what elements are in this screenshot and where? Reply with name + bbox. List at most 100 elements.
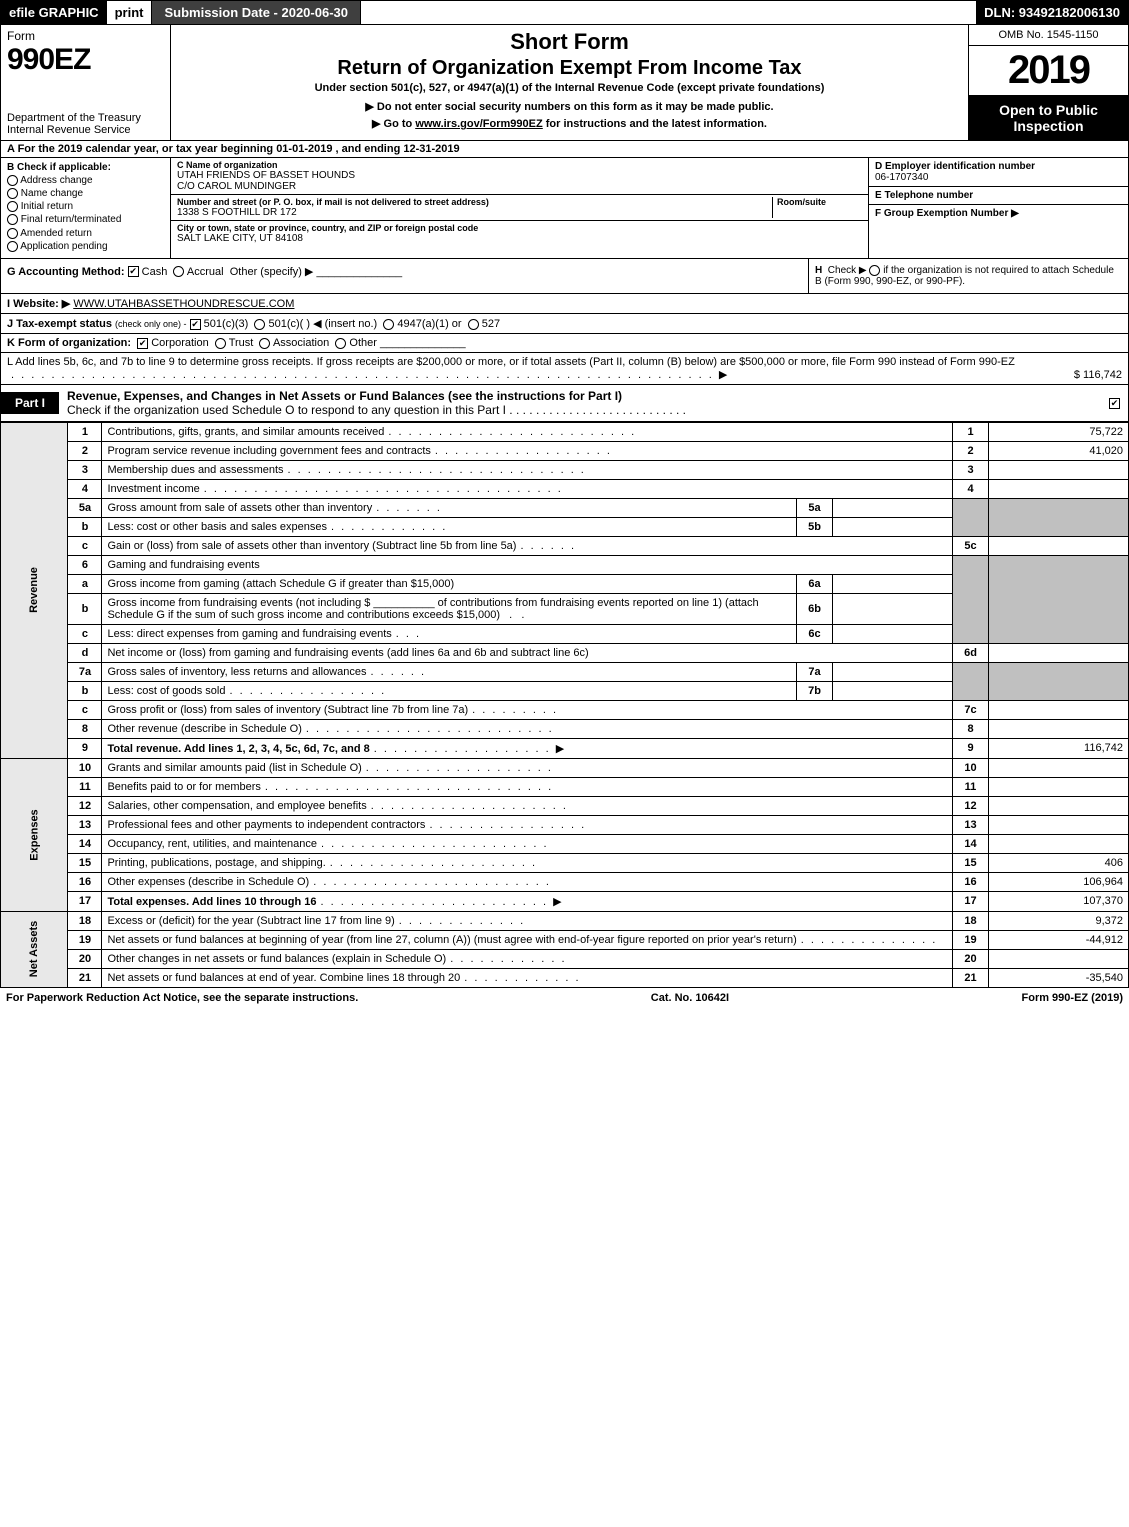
chk-final-return[interactable]: Final return/terminated <box>7 214 164 225</box>
line-9-amt: 116,742 <box>989 738 1129 758</box>
section-bcdef: B Check if applicable: Address change Na… <box>0 158 1129 259</box>
chk-other-org[interactable] <box>335 338 346 349</box>
line-21-amt: -35,540 <box>989 968 1129 987</box>
notice-ssn: ▶ Do not enter social security numbers o… <box>179 100 960 113</box>
line-19-desc: Net assets or fund balances at beginning… <box>107 934 796 946</box>
line-6a-no: a <box>68 574 102 593</box>
row-j-tax-exempt: J Tax-exempt status (check only one) - 5… <box>0 314 1129 334</box>
side-revenue: Revenue <box>1 422 68 758</box>
line-9-end: 9 <box>953 738 989 758</box>
part1-title: Revenue, Expenses, and Changes in Net As… <box>59 385 1101 421</box>
line-6b-sub: 6b <box>797 593 833 624</box>
line-13-end: 13 <box>953 815 989 834</box>
shaded-6abc <box>953 555 989 643</box>
line-6a-subval <box>833 574 953 593</box>
side-expenses: Expenses <box>1 758 68 911</box>
k-label: K Form of organization: <box>7 337 131 349</box>
line-4-desc: Investment income <box>107 483 199 495</box>
header-right: OMB No. 1545-1150 2019 Open to Public In… <box>968 25 1128 140</box>
line-10-no: 10 <box>68 758 102 777</box>
line-6-no: 6 <box>68 555 102 574</box>
print-button[interactable]: print <box>107 1 153 24</box>
line-16-amt: 106,964 <box>989 872 1129 891</box>
dept-treasury: Department of the Treasury <box>7 112 164 124</box>
col-b-checkboxes: B Check if applicable: Address change Na… <box>1 158 171 258</box>
line-17-end: 17 <box>953 891 989 911</box>
top-bar: efile GRAPHIC print Submission Date - 20… <box>0 0 1129 25</box>
line-19-end: 19 <box>953 930 989 949</box>
line-7a-sub: 7a <box>797 662 833 681</box>
k-other: Other <box>349 337 377 349</box>
j-501c: 501(c)( ) ◀ (insert no.) <box>268 318 377 330</box>
header-left: Form 990EZ Department of the Treasury In… <box>1 25 171 140</box>
chk-name-change[interactable]: Name change <box>7 188 164 199</box>
line-21-no: 21 <box>68 968 102 987</box>
omb-number: OMB No. 1545-1150 <box>969 25 1128 46</box>
form-header: Form 990EZ Department of the Treasury In… <box>0 25 1129 141</box>
line-21-desc: Net assets or fund balances at end of ye… <box>107 972 460 984</box>
line-19-no: 19 <box>68 930 102 949</box>
line-1-amt: 75,722 <box>989 422 1129 441</box>
line-14-desc: Occupancy, rent, utilities, and maintena… <box>107 838 317 850</box>
irs-link[interactable]: www.irs.gov/Form990EZ <box>415 118 542 130</box>
row-l-gross-receipts: L Add lines 5b, 6c, and 7b to line 9 to … <box>0 353 1129 385</box>
line-18-desc: Excess or (deficit) for the year (Subtra… <box>107 915 394 927</box>
line-7a-no: 7a <box>68 662 102 681</box>
line-6a-sub: 6a <box>797 574 833 593</box>
org-name-2: C/O CAROL MUNDINGER <box>177 181 862 192</box>
row-g-h: G Accounting Method: Cash Accrual Other … <box>0 259 1129 294</box>
line-5c-amt <box>989 536 1129 555</box>
street-address: 1338 S FOOTHILL DR 172 <box>177 207 772 218</box>
line-6d-amt <box>989 643 1129 662</box>
footer-left: For Paperwork Reduction Act Notice, see … <box>6 992 358 1004</box>
line-20-desc: Other changes in net assets or fund bala… <box>107 953 446 965</box>
line-8-desc: Other revenue (describe in Schedule O) <box>107 723 301 735</box>
footer-right: Form 990-EZ (2019) <box>1022 992 1123 1004</box>
line-15-desc: Printing, publications, postage, and shi… <box>107 857 325 869</box>
chk-527[interactable] <box>468 319 479 330</box>
chk-schedule-o-part1[interactable] <box>1109 398 1120 409</box>
col-def: D Employer identification number 06-1707… <box>868 158 1128 258</box>
part1-tab: Part I <box>1 392 59 414</box>
h-label: H <box>815 265 822 276</box>
website-link[interactable]: WWW.UTAHBASSETHOUNDRESCUE.COM <box>73 298 294 310</box>
line-6a-desc: Gross income from gaming (attach Schedul… <box>102 574 797 593</box>
line-20-no: 20 <box>68 949 102 968</box>
chk-association[interactable] <box>259 338 270 349</box>
shaded-6abc-amt <box>989 555 1129 643</box>
line-6-desc: Gaming and fundraising events <box>102 555 953 574</box>
line-12-amt <box>989 796 1129 815</box>
line-6b-no: b <box>68 593 102 624</box>
chk-address-change[interactable]: Address change <box>7 175 164 186</box>
chk-cash[interactable] <box>128 266 139 277</box>
chk-accrual[interactable] <box>173 266 184 277</box>
chk-initial-return[interactable]: Initial return <box>7 201 164 212</box>
g-label: G Accounting Method: <box>7 266 125 278</box>
line-6c-desc: Less: direct expenses from gaming and fu… <box>107 628 391 640</box>
line-7c-amt <box>989 700 1129 719</box>
line-15-no: 15 <box>68 853 102 872</box>
chk-4947a1[interactable] <box>383 319 394 330</box>
line-19-amt: -44,912 <box>989 930 1129 949</box>
chk-corporation[interactable] <box>137 338 148 349</box>
chk-trust[interactable] <box>215 338 226 349</box>
line-15-end: 15 <box>953 853 989 872</box>
line-9-desc: Total revenue. Add lines 1, 2, 3, 4, 5c,… <box>107 743 369 755</box>
open-to-public: Open to Public Inspection <box>969 96 1128 140</box>
chk-501c3[interactable] <box>190 319 201 330</box>
chk-application-pending[interactable]: Application pending <box>7 241 164 252</box>
ein-value: 06-1707340 <box>875 172 1122 183</box>
short-form-title: Short Form <box>179 29 960 55</box>
chk-501c[interactable] <box>254 319 265 330</box>
line-3-no: 3 <box>68 460 102 479</box>
line-10-end: 10 <box>953 758 989 777</box>
row-k-form-org: K Form of organization: Corporation Trus… <box>0 334 1129 353</box>
chk-schedule-b[interactable] <box>869 265 880 276</box>
chk-amended-return[interactable]: Amended return <box>7 228 164 239</box>
line-21-end: 21 <box>953 968 989 987</box>
g-other: Other (specify) ▶ <box>230 266 314 278</box>
line-14-no: 14 <box>68 834 102 853</box>
shaded-7ab <box>953 662 989 700</box>
line-2-no: 2 <box>68 441 102 460</box>
tax-year: 2019 <box>969 46 1128 96</box>
